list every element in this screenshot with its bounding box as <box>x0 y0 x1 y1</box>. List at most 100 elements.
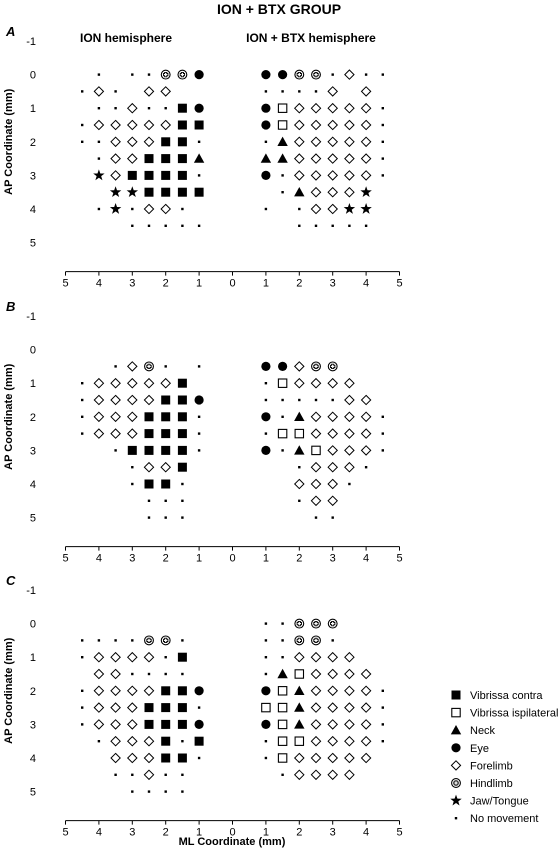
forelimb-marker <box>143 461 155 473</box>
hindlimb-marker <box>311 635 321 646</box>
no-movement-marker <box>181 740 184 743</box>
vibrissa-contra-marker <box>127 445 137 455</box>
eye-marker <box>194 395 204 405</box>
vibrissa-ipsilateral-marker <box>277 736 288 746</box>
no-movement-marker <box>81 398 84 402</box>
vibrissa-contra-marker <box>451 690 461 700</box>
hindlimb-marker <box>451 778 461 788</box>
x-tick-label: 3 <box>129 278 135 290</box>
no-movement-marker <box>348 482 351 486</box>
forelimb-marker <box>450 760 462 771</box>
panel-c: C AP Coordinate (mm) -1 0 1 2 3 4 5 5 4 3 2 1 0 1 2 3 4 5 <box>3 573 403 839</box>
forelimb-marker <box>93 651 105 663</box>
no-movement-marker <box>197 432 201 435</box>
y-tick-label: 2 <box>30 412 36 424</box>
legend-label: No movement <box>470 813 538 825</box>
no-movement-marker <box>331 516 334 519</box>
forelimb-marker <box>344 136 355 148</box>
forelimb-marker <box>93 702 105 713</box>
forelimb-marker <box>327 86 339 97</box>
vibrissa-ipsilateral-marker <box>277 120 288 130</box>
forelimb-marker <box>310 461 322 473</box>
no-movement-marker <box>281 90 284 93</box>
no-movement-marker <box>381 432 384 435</box>
no-movement-marker <box>298 224 301 227</box>
ion-hemisphere-points <box>81 635 204 793</box>
no-movement-marker <box>281 174 284 177</box>
forelimb-marker <box>327 461 339 473</box>
forelimb-marker <box>310 752 322 764</box>
forelimb-marker <box>143 685 155 697</box>
legend-item-eye: Eye <box>451 743 489 755</box>
hindlimb-marker <box>327 361 338 372</box>
forelimb-marker <box>360 102 372 114</box>
forelimb-marker <box>327 170 339 181</box>
neck-marker <box>294 411 305 421</box>
vibrissa-contra-marker <box>177 395 187 405</box>
hindlimb-marker <box>294 635 305 646</box>
forelimb-marker <box>310 102 322 114</box>
forelimb-marker <box>310 203 322 215</box>
forelimb-marker <box>110 136 121 148</box>
vibrissa-contra-marker <box>161 736 171 746</box>
forelimb-marker <box>126 428 138 439</box>
hindlimb-marker <box>177 69 188 80</box>
no-movement-marker <box>298 90 301 93</box>
no-movement-marker <box>131 639 134 642</box>
vibrissa-contra-marker <box>144 429 154 439</box>
no-movement-marker <box>164 365 167 368</box>
no-movement-marker <box>131 790 134 793</box>
no-movement-marker <box>364 466 368 469</box>
forelimb-marker <box>344 651 355 663</box>
vibrissa-ipsilateral-marker <box>294 428 305 439</box>
no-movement-marker <box>181 499 184 502</box>
forelimb-marker <box>126 119 138 131</box>
forelimb-marker <box>344 69 355 80</box>
vibrissa-contra-marker <box>177 412 187 422</box>
ion-btx-hemisphere-points <box>261 618 384 781</box>
forelimb-marker <box>344 153 355 164</box>
eye-marker <box>194 103 204 113</box>
forelimb-marker <box>293 136 305 148</box>
x-axis: 5 4 3 2 1 0 1 2 3 4 5 <box>62 271 403 290</box>
x-tick-label: 5 <box>396 827 402 839</box>
forelimb-marker <box>110 651 121 663</box>
forelimb-marker <box>344 186 355 198</box>
forelimb-marker <box>126 377 138 389</box>
vibrissa-contra-marker <box>144 445 154 455</box>
forelimb-marker <box>293 377 305 389</box>
no-movement-marker <box>181 482 184 486</box>
no-movement-marker <box>298 466 301 469</box>
forelimb-marker <box>126 685 138 697</box>
forelimb-marker <box>327 769 339 781</box>
vibrissa-contra-marker <box>144 154 154 164</box>
x-tick-label: 1 <box>263 553 269 565</box>
jaw-tongue-marker <box>93 169 105 181</box>
forelimb-marker <box>110 153 121 164</box>
no-movement-marker <box>298 398 301 402</box>
forelimb-marker <box>344 735 355 747</box>
forelimb-marker <box>327 668 339 680</box>
eye-marker <box>261 361 271 371</box>
y-tick-label: 5 <box>30 513 36 525</box>
x-tick-label: 5 <box>62 278 68 290</box>
forelimb-marker <box>93 719 105 730</box>
no-movement-marker <box>164 499 167 502</box>
vibrissa-contra-marker <box>161 137 171 147</box>
forelimb-marker <box>360 685 372 697</box>
jaw-tongue-marker <box>126 186 139 198</box>
hindlimb-marker <box>311 361 321 372</box>
no-movement-marker <box>181 773 184 776</box>
forelimb-marker <box>110 735 121 747</box>
forelimb-marker <box>293 170 305 181</box>
forelimb-marker <box>310 719 322 730</box>
no-movement-marker <box>81 706 84 709</box>
no-movement-marker <box>281 449 284 452</box>
neck-marker <box>277 668 288 679</box>
forelimb-marker <box>344 685 355 697</box>
y-tick-label: 4 <box>30 204 36 216</box>
no-movement-marker <box>381 73 384 76</box>
legend-item-nomove: No movement <box>454 813 538 825</box>
forelimb-marker <box>143 752 155 764</box>
eye-marker <box>261 103 271 113</box>
